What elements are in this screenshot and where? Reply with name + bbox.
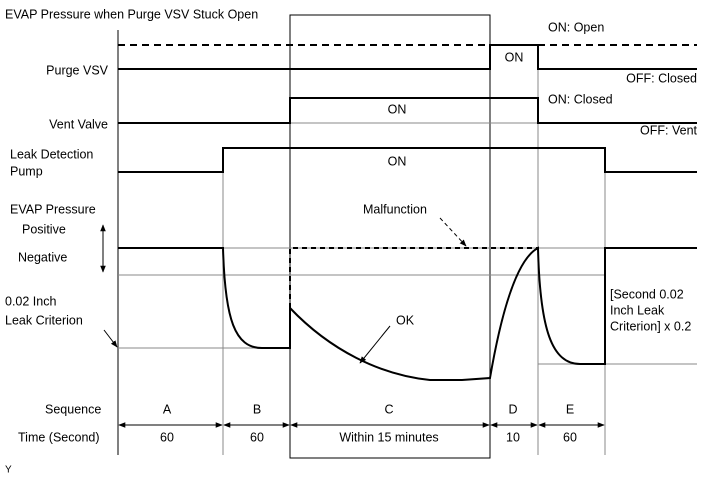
duration: Within 15 minutes (339, 430, 438, 444)
signal-label: EVAP Pressure (10, 202, 96, 216)
duration: 60 (250, 430, 264, 444)
state-label: OFF: Closed (626, 71, 697, 85)
pulse-label: ON (388, 102, 407, 116)
vent-signal (118, 97, 697, 124)
duration: 10 (506, 430, 520, 444)
ok-arrow (359, 325, 391, 364)
annotation: Inch Leak (610, 303, 665, 317)
sequence-step: D (508, 402, 517, 416)
sequence-step: B (253, 402, 261, 416)
footer-code: Y (5, 465, 12, 476)
signal-label: Purge VSV (46, 63, 109, 77)
signal-label: Vent Valve (49, 117, 108, 131)
malfunction-arrow (439, 217, 467, 247)
criterion-arrow (103, 329, 118, 348)
sequence-c-box (289, 14, 491, 459)
pulse-label: ON (388, 154, 407, 168)
purge-signal (118, 44, 697, 70)
state-label: ON: Closed (548, 92, 613, 106)
axis-label: Positive (22, 222, 66, 236)
row-label: Time (Second) (18, 430, 100, 444)
duration: 60 (563, 430, 577, 444)
annotation: Leak Criterion (5, 313, 83, 327)
state-label: OFF: Vent (640, 123, 697, 137)
signal-label: Pump (10, 164, 43, 178)
annotation: 0.02 Inch (5, 294, 56, 308)
annotation: [Second 0.02 (610, 287, 684, 301)
sequence-step: C (384, 402, 393, 416)
pressure-signal (118, 246, 697, 381)
malfunction-trace (289, 247, 538, 308)
pump-signal (118, 147, 697, 173)
state-label: ON: Open (548, 20, 604, 34)
annotation: Criterion] x 0.2 (610, 319, 691, 333)
row-label: Sequence (45, 402, 101, 416)
pulse-label: ON (505, 50, 524, 64)
signal-label: Leak Detection (10, 147, 93, 161)
annotation: Malfunction (363, 202, 427, 216)
axis-label: Negative (18, 250, 67, 264)
sequence-step: A (163, 402, 172, 416)
sequence-step: E (566, 402, 574, 416)
annotation: OK (396, 313, 415, 327)
title: EVAP Pressure when Purge VSV Stuck Open (5, 7, 258, 21)
duration: 60 (160, 430, 174, 444)
